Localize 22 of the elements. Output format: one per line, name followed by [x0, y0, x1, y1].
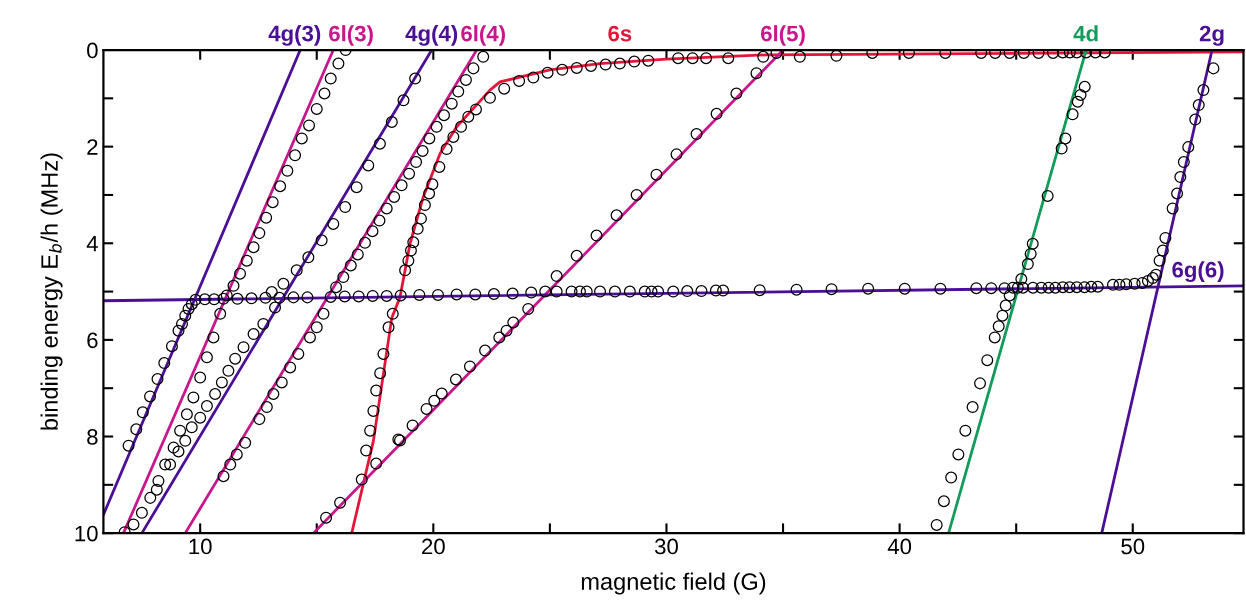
- annotation: 4g(3): [268, 25, 321, 46]
- x-tick-label: 10: [189, 538, 212, 555]
- y-tick-label: 6: [87, 332, 98, 349]
- x-tick-label: 20: [422, 538, 445, 555]
- annotation: 2g: [1199, 25, 1224, 46]
- annotation: 6l(5): [761, 25, 805, 46]
- x-tick-label: 30: [654, 538, 678, 555]
- annotation: 4g(4): [405, 25, 458, 46]
- y-axis-title: binding energy E$_{b}$/h (MHz): [40, 153, 63, 430]
- y-tick-label: 8: [87, 429, 98, 445]
- annotation: 6l(4): [461, 25, 505, 46]
- x-tick-label: 40: [887, 538, 912, 555]
- y-tick-label: 2: [87, 139, 98, 155]
- x-tick-label: 50: [1121, 538, 1145, 555]
- y-tick-label: 4: [86, 236, 98, 252]
- x-axis-title: magnetic field (G): [581, 572, 766, 595]
- annotation: 6s: [608, 25, 632, 42]
- y-tick-label: 10: [75, 525, 98, 542]
- annotation: 6l(3): [329, 25, 373, 46]
- annotation: 6g(6): [1172, 261, 1224, 283]
- y-tick-label: 0: [87, 42, 98, 59]
- annotation: 4d: [1073, 25, 1098, 42]
